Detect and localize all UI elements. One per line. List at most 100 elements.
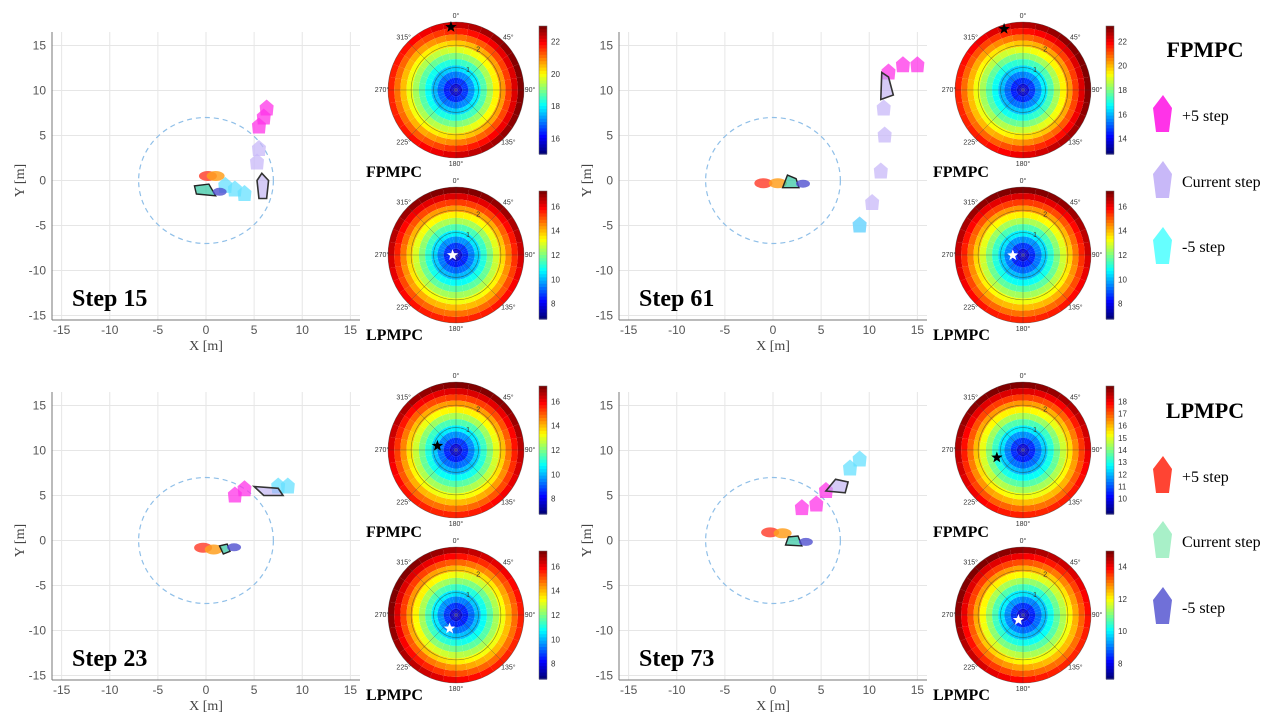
polar-cell <box>1050 289 1063 302</box>
colorbar-segment <box>1106 29 1114 33</box>
polar-cell <box>1033 194 1047 204</box>
polar-cell <box>985 450 993 458</box>
polar-cell <box>442 315 456 323</box>
polar-cell <box>1083 241 1091 255</box>
polar-cell <box>456 187 470 195</box>
polar-cell <box>987 224 997 235</box>
polar-cell <box>1045 438 1054 446</box>
polar-cell <box>393 52 405 67</box>
polar-cell <box>404 645 417 659</box>
polar-cell <box>971 645 984 659</box>
polar-cell <box>1033 259 1041 266</box>
polar-angle-label: 90° <box>1092 611 1103 619</box>
polar-cell <box>1053 398 1067 411</box>
polar-cell <box>473 463 482 472</box>
polar-cell <box>1062 120 1075 134</box>
polar-cell <box>388 241 396 255</box>
polar-cell <box>1009 187 1023 195</box>
polar-cell <box>410 466 421 478</box>
polar-cell <box>431 90 438 95</box>
x-tick-label: 0 <box>203 683 210 697</box>
polar-cell <box>480 48 491 60</box>
polar-cell <box>404 285 417 299</box>
polar-cell <box>480 248 487 255</box>
polar-cell <box>394 437 402 450</box>
polar-cell <box>448 71 454 79</box>
polar-cell <box>448 412 456 420</box>
polar-cell <box>1028 452 1035 457</box>
polar-cell <box>1002 237 1010 245</box>
polar-cell <box>998 450 1005 455</box>
polar-cell <box>1015 217 1023 225</box>
polar-cell <box>428 290 440 301</box>
polar-cell <box>451 620 455 628</box>
polar-cell <box>1047 120 1058 132</box>
polar-cell <box>454 608 456 615</box>
polar-cell <box>456 448 463 450</box>
polar-cell <box>988 69 998 79</box>
polar-grid-spoke <box>974 206 1024 256</box>
polar-cell <box>1053 442 1061 450</box>
polar-cell <box>1037 410 1048 420</box>
polar-cell <box>980 433 989 443</box>
polar-cell <box>988 48 999 60</box>
colorbar-segment <box>1106 595 1114 600</box>
polar-cell <box>483 43 496 56</box>
polar-cell <box>1011 452 1018 457</box>
polar-cell <box>449 447 456 450</box>
colorbar-tick-label: 16 <box>1118 422 1127 431</box>
y-tick-label: 15 <box>600 399 614 413</box>
polar-cell <box>486 425 496 436</box>
colorbar-segment <box>1106 115 1114 120</box>
polar-cell <box>1043 72 1052 81</box>
polar-cell <box>960 412 972 427</box>
polar-angle-label: 180° <box>449 520 464 528</box>
polar-cell <box>467 92 475 98</box>
colorbar-segment <box>1106 560 1114 565</box>
colorbar-segment <box>539 573 547 578</box>
polar-cell <box>1026 65 1033 73</box>
polar-angle-label: 90° <box>1092 251 1103 259</box>
polar-cell <box>425 259 434 267</box>
polar-cell <box>465 35 478 45</box>
colorbar-segment <box>539 283 547 288</box>
polar-cell <box>1035 251 1042 255</box>
polar-cell <box>445 237 452 245</box>
polar-cell <box>1038 436 1046 443</box>
colorbar-segment <box>539 80 547 85</box>
polar-cell <box>466 554 480 564</box>
polar-cell <box>432 501 446 511</box>
polar-angle-label: 0° <box>1020 177 1027 185</box>
polar-cell <box>451 65 456 72</box>
polar-cell <box>389 627 399 642</box>
polar-cell <box>476 597 485 606</box>
polar-cell <box>394 90 402 103</box>
polar-cell <box>462 118 471 127</box>
colorbar-segment <box>1106 293 1114 298</box>
polar-cell <box>492 606 500 615</box>
polar-cell <box>973 245 981 255</box>
polar-cell <box>1053 65 1063 76</box>
colorbar-segment <box>539 589 547 594</box>
polar-cell <box>1083 601 1091 615</box>
polar-angle-label: 270° <box>942 251 957 259</box>
polar-cell <box>466 234 474 242</box>
polar-cell <box>1005 604 1013 611</box>
polar-cell <box>388 601 396 615</box>
polar-cell <box>1023 108 1028 115</box>
polar-cell <box>988 480 999 492</box>
polar-cell <box>981 279 993 290</box>
polar-cell <box>490 73 499 83</box>
polar-cell <box>439 289 449 298</box>
polar-cell <box>425 641 436 651</box>
polar-cell <box>461 452 468 457</box>
polar-cell <box>404 211 417 225</box>
polar-cell <box>425 615 432 622</box>
polar-cell <box>452 236 456 243</box>
polar-cell <box>474 203 487 214</box>
polar-cell <box>491 227 502 239</box>
polar-cell <box>1026 244 1032 251</box>
polar-cell <box>1033 234 1041 242</box>
polar-cell <box>1031 76 1039 84</box>
colorbar-tick-label: 12 <box>551 446 560 455</box>
